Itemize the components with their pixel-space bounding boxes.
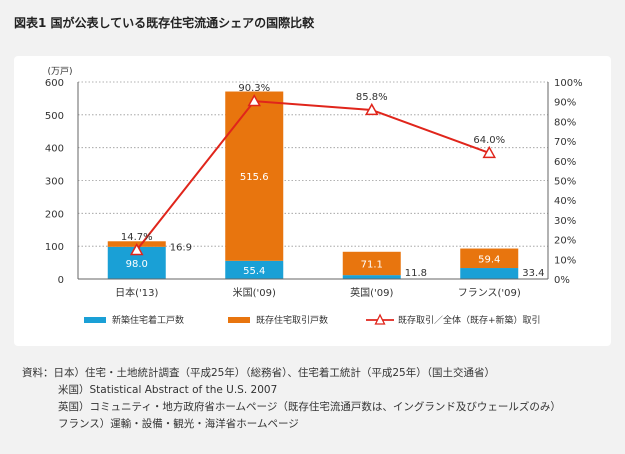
data-label-existing-3: 59.4 (478, 254, 500, 265)
note-us: 米国）Statistical Abstract of the U.S. 2007 (58, 384, 278, 396)
data-label-share-2: 85.8% (356, 92, 388, 103)
bar-existing-2 (342, 251, 401, 276)
y2-tick-label: 10% (554, 255, 576, 266)
source-notes: 資料：日本）住宅・土地統計調査（平成25年）（総務省）、住宅着工統計（平成25年… (22, 365, 561, 433)
legend-marker-share (374, 313, 386, 325)
legend-swatch-existing (228, 317, 250, 323)
y2-tick-label: 20% (554, 236, 576, 247)
data-label-new-0: 98.0 (126, 259, 148, 270)
data-label-new-2: 11.8 (405, 268, 427, 279)
legend-label-existing: 既存住宅取引戸数 (256, 314, 328, 326)
data-label-new-1: 55.4 (243, 266, 265, 277)
chart-title: 図表1 国が公表している既存住宅流通シェアの国際比較 (14, 16, 315, 30)
y-tick-label: 300 (45, 177, 64, 188)
note-france: フランス）運輸・設備・観光・海洋省ホームページ (58, 418, 299, 430)
y-tick-label: 600 (45, 78, 64, 89)
y-unit-label: (万戸) (47, 66, 72, 77)
data-label-share-3: 64.0% (473, 135, 505, 146)
note-uk: 英国）コミュニティ・地方政府省ホームページ（既存住宅流通戸数は、イングランド及び… (58, 401, 561, 413)
y-tick-label: 0 (58, 275, 64, 286)
bar-new-1 (225, 260, 284, 279)
y2-tick-label: 100% (554, 78, 583, 89)
data-label-existing-2: 71.1 (361, 259, 383, 270)
data-label-new-3: 33.4 (522, 268, 544, 279)
y2-tick-label: 80% (554, 117, 576, 128)
data-label-share-1: 90.3% (238, 83, 270, 94)
bar-new-3 (460, 268, 519, 279)
x-tick-label: 日本('13) (115, 286, 158, 299)
y2-tick-label: 30% (554, 216, 576, 227)
data-label-share-0: 14.7% (121, 232, 153, 243)
share-marker-1 (247, 94, 262, 107)
y2-tick-label: 90% (554, 98, 576, 109)
x-tick-label: 英国('09) (350, 286, 393, 299)
bar-new-2 (342, 275, 401, 279)
y-tick-label: 200 (45, 209, 64, 220)
share-marker-3 (482, 145, 497, 159)
y2-tick-label: 40% (554, 196, 576, 207)
y2-tick-label: 70% (554, 137, 576, 148)
x-tick-label: 米国('09) (233, 286, 276, 299)
bar-existing-1 (225, 91, 284, 261)
y-tick-label: 400 (45, 144, 64, 155)
share-line (135, 100, 490, 251)
y-tick-label: 100 (45, 242, 64, 253)
y-tick-label: 500 (45, 111, 64, 122)
legend-swatch-new (84, 317, 106, 323)
y2-tick-label: 60% (554, 157, 576, 168)
data-label-existing-1: 515.6 (240, 172, 269, 183)
y2-tick-label: 50% (554, 177, 576, 188)
share-marker-0 (129, 242, 144, 256)
legend-label-share: 既存取引／全体（既存+新築）取引 (398, 314, 541, 326)
share-marker-2 (364, 102, 379, 116)
data-label-existing-0: 16.9 (170, 242, 192, 253)
legend-label-new: 新築住宅着工戸数 (112, 314, 184, 326)
note-japan: 資料：日本）住宅・土地統計調査（平成25年）（総務省）、住宅着工統計（平成25年… (22, 367, 495, 379)
y2-tick-label: 0% (554, 275, 570, 286)
x-tick-label: フランス('09) (458, 287, 521, 299)
bar-existing-3 (460, 248, 519, 269)
chart-panel (14, 56, 611, 346)
